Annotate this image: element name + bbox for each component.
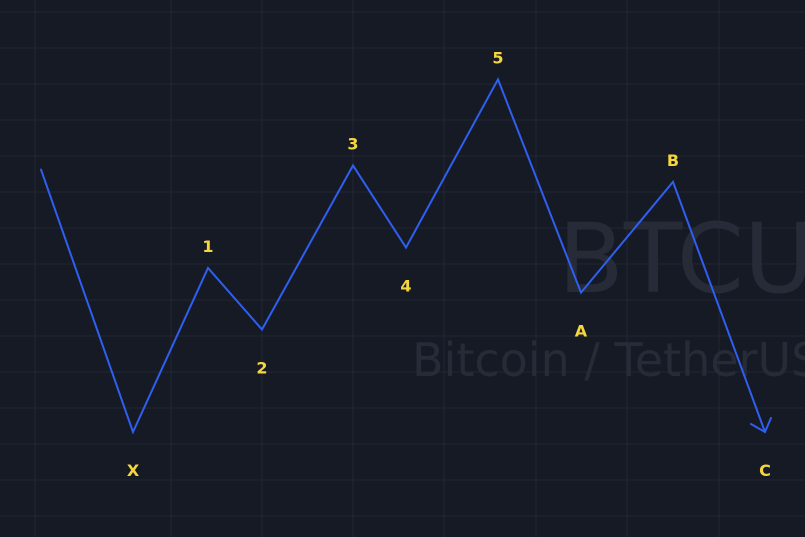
watermark-symbol: BTCUSDT: [558, 203, 805, 315]
wave-label-3: 3: [347, 135, 358, 154]
watermark: BTCUSDT Bitcoin / TetherUS: [412, 203, 805, 387]
wave-label-b: B: [667, 151, 679, 170]
wave-label-2: 2: [256, 359, 267, 378]
wave-label-a: A: [575, 322, 588, 341]
wave-label-c: C: [759, 461, 771, 480]
wave-label-1: 1: [202, 237, 213, 256]
wave-labels: X 1 2 3 4 5 A B C: [127, 48, 771, 480]
wave-label-4: 4: [400, 277, 411, 296]
wave-label-5: 5: [492, 48, 503, 67]
wave-label-x: X: [127, 461, 140, 480]
wave-path: [40, 77, 766, 435]
wave-arrowhead: [750, 417, 772, 434]
series: [40, 77, 772, 435]
